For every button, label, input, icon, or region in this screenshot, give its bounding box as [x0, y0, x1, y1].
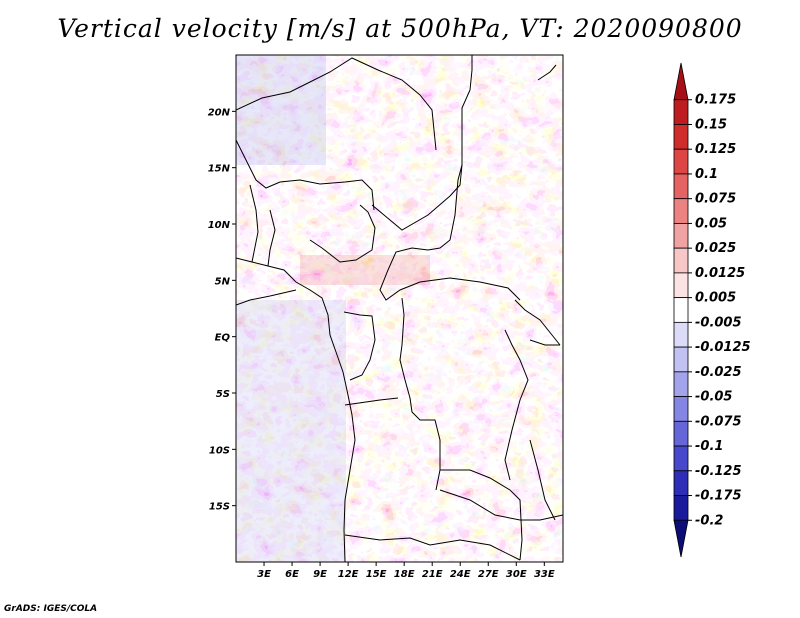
- colorbar-label: -0.05: [695, 390, 732, 405]
- lat-tick-label: 20N: [208, 107, 231, 118]
- colorbar-segment: [673, 321, 689, 348]
- lon-tick-label: 33E: [534, 569, 555, 580]
- colorbar-segment: [673, 420, 689, 447]
- lon-tick-label: 3E: [257, 569, 271, 580]
- colorbar-segment: [673, 124, 689, 150]
- colorbar-segment: [673, 99, 689, 125]
- colorbar-label: -0.125: [695, 464, 742, 479]
- colorbar-label: 0.025: [695, 241, 736, 256]
- lat-tick-label: 15N: [208, 164, 231, 175]
- colorbar-label: -0.025: [695, 365, 742, 380]
- plot-frame: [235, 54, 564, 563]
- colorbar-label: -0.0125: [695, 340, 751, 355]
- lon-tick-label: 24E: [450, 569, 471, 580]
- colorbar-label: 0.075: [695, 192, 736, 207]
- colorbar-segment: [673, 445, 689, 472]
- map-title: Vertical velocity [m/s] at 500hPa, VT: 2…: [57, 14, 743, 43]
- lon-tick-label: 30E: [506, 569, 527, 580]
- colorbar: 0.175 0.15 0.125 0.1 0.075 0.05 0.025 0.0125 0.0…: [673, 62, 751, 558]
- colorbar-label: -0.175: [695, 489, 742, 504]
- colorbar-label: 0.125: [695, 142, 736, 157]
- colorbar-segment: [673, 148, 689, 175]
- lon-tick-label: 15E: [366, 569, 387, 580]
- colorbar-segment: [673, 173, 689, 200]
- colorbar-segment: [673, 62, 689, 101]
- colorbar-label: -0.2: [695, 513, 723, 528]
- lat-tick-label: 10S: [209, 445, 230, 456]
- lon-tick-label: 18E: [394, 569, 415, 580]
- lon-tick-label: 27E: [478, 569, 499, 580]
- colorbar-label: 0.175: [695, 93, 736, 108]
- lon-tick-label: 6E: [285, 569, 299, 580]
- longitude-axis: 3E 6E 9E 12E 15E 18E 21E 24E 27E 30E 33E: [257, 562, 555, 580]
- lat-tick-label: EQ: [215, 333, 231, 344]
- latitude-axis: 20N 15N 10N 5N EQ 5S 10S 15S: [208, 107, 236, 513]
- colorbar-segment: [673, 272, 689, 299]
- lat-tick-label: 5S: [216, 389, 230, 400]
- vertical-velocity-field: [236, 55, 563, 562]
- colorbar-label: 0.1: [695, 167, 718, 182]
- lat-tick-label: 15S: [209, 502, 230, 513]
- lat-tick-label: 5N: [215, 276, 231, 287]
- colorbar-label: 0.0125: [695, 266, 745, 281]
- colorbar-label: -0.1: [695, 439, 723, 454]
- colorbar-segment: [673, 223, 689, 249]
- colorbar-label: 0.15: [695, 117, 727, 132]
- lon-tick-label: 9E: [313, 569, 327, 580]
- colorbar-segment: [673, 247, 689, 274]
- colorbar-segment: [673, 396, 689, 422]
- colorbar-segment: [673, 371, 689, 397]
- colorbar-segment: [673, 495, 689, 521]
- lon-tick-label: 12E: [338, 569, 359, 580]
- colorbar-segment: [673, 519, 689, 558]
- colorbar-segment: [673, 297, 689, 323]
- lon-tick-label: 21E: [422, 569, 443, 580]
- grads-credit: GrADS: IGES/COLA: [4, 604, 98, 614]
- colorbar-label: -0.075: [695, 414, 742, 429]
- colorbar-segment: [673, 198, 689, 224]
- country-borders: [236, 55, 563, 562]
- colorbar-label: 0.005: [695, 291, 736, 306]
- colorbar-segment: [673, 470, 689, 496]
- lat-tick-label: 10N: [208, 220, 231, 231]
- colorbar-label: 0.05: [695, 216, 727, 231]
- colorbar-label: -0.005: [695, 315, 742, 330]
- colorbar-segment: [673, 346, 689, 373]
